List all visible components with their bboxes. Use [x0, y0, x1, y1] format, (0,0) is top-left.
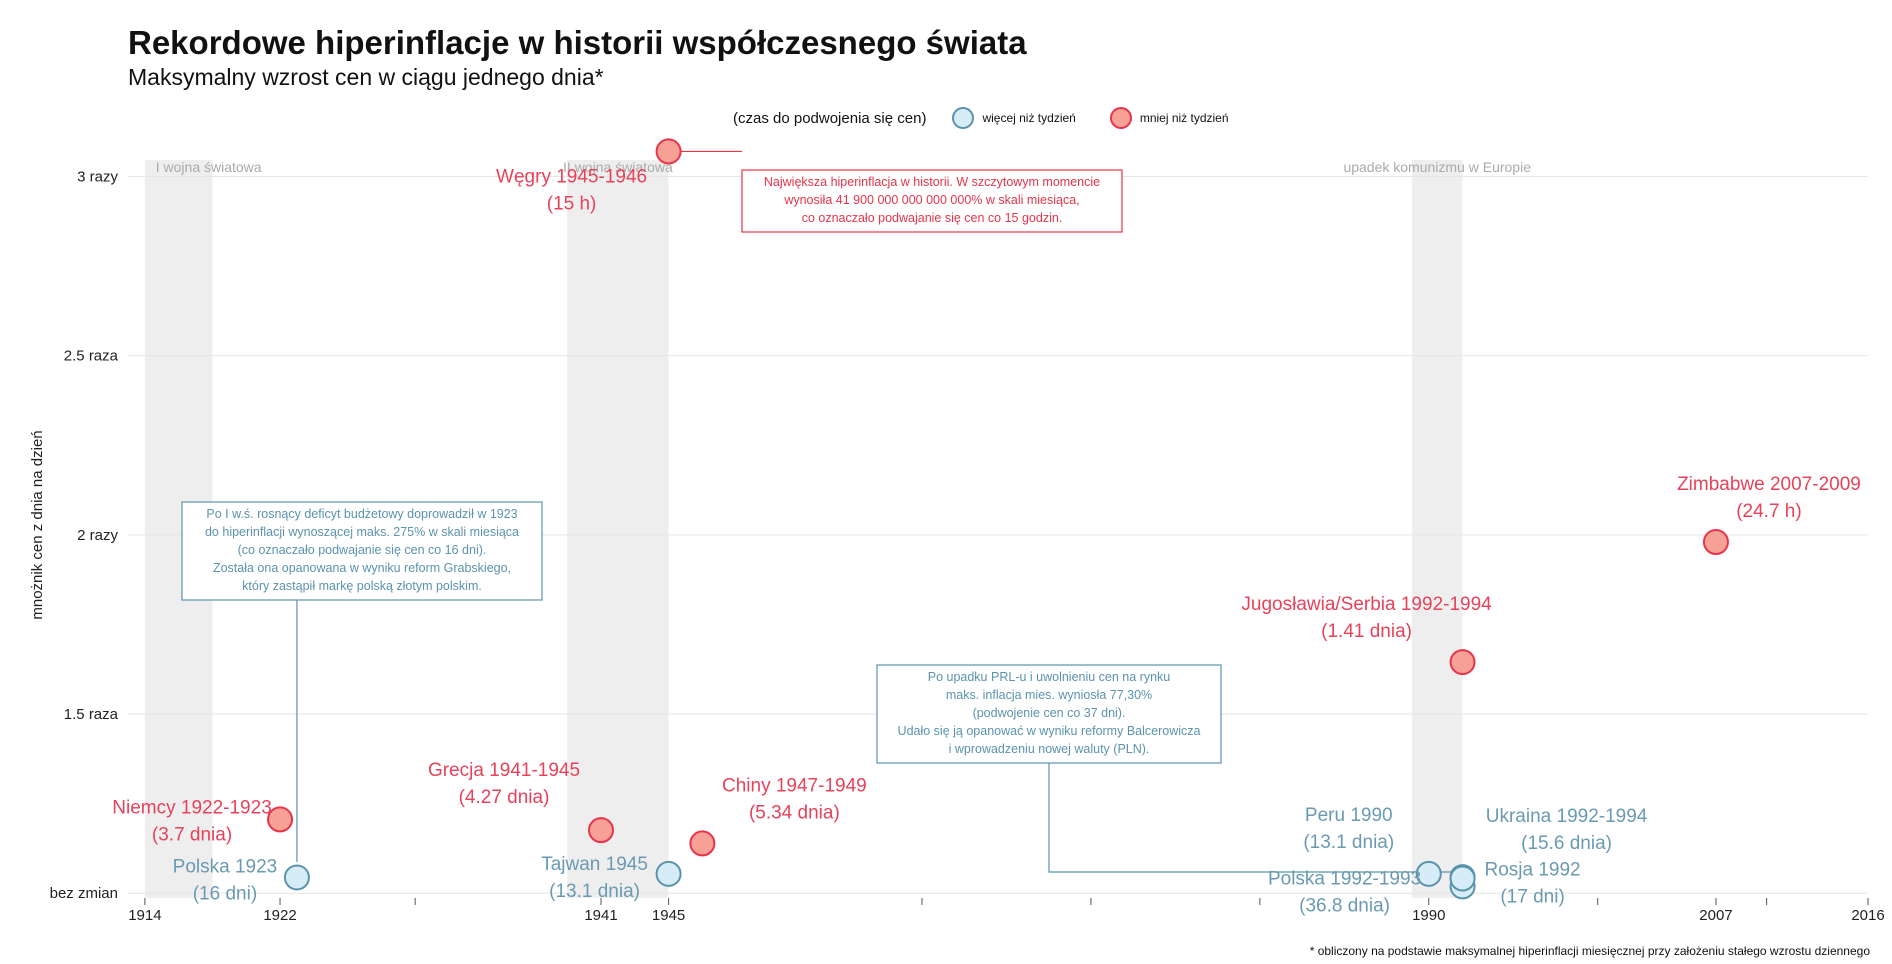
x-tick-label: 1990	[1412, 907, 1445, 924]
chart-title: Rekordowe hiperinflacje w historii współ…	[128, 24, 1027, 61]
point-label: Chiny 1947-1949	[722, 775, 867, 796]
y-tick-label: 2.5 raza	[64, 348, 119, 365]
point-label: Polska 1923	[173, 856, 278, 877]
x-tick-label: 1914	[128, 907, 161, 924]
x-tick-label: 1922	[263, 907, 296, 924]
y-tick-label: 2 razy	[77, 527, 118, 544]
era-label: I wojna światowa	[156, 159, 262, 175]
point-duration: (13.1 dnia)	[1303, 832, 1394, 853]
legend-key-less	[1109, 107, 1132, 129]
annotation-text: Po upadku PRL-u i uwolnieniu cen na rynk…	[928, 670, 1171, 684]
era-label: upadek komunizmu w Europie	[1343, 159, 1531, 175]
annotation-text: Została ona opanowana w wyniku reform Gr…	[213, 561, 511, 575]
data-point	[267, 806, 294, 833]
data-point	[1449, 865, 1476, 892]
point-duration: (4.27 dnia)	[459, 787, 550, 808]
data-point	[1415, 860, 1442, 887]
annotation-text: wynosiła 41 900 000 000 000 000% w skali…	[783, 193, 1079, 207]
legend-key-more	[952, 107, 975, 129]
point-label: Niemcy 1922-1923	[112, 797, 271, 818]
era-band	[1411, 160, 1463, 898]
data-point	[655, 860, 682, 887]
x-tick-label: 1941	[584, 907, 617, 924]
annotation-text: Największa hiperinflacja w historii. W s…	[764, 175, 1100, 189]
legend: (czas do podwojenia się cen) więcej niż …	[733, 106, 1263, 130]
point-label: Grecja 1941-1945	[428, 760, 580, 781]
y-tick-label: 3 razy	[77, 169, 118, 186]
annotation-text: Po I w.ś. rosnący deficyt budżetowy dopr…	[206, 507, 517, 521]
annotation-text: co oznaczało podwajanie się cen co 15 go…	[802, 211, 1063, 225]
point-label: Ukraina 1992-1994	[1486, 806, 1648, 827]
data-point	[655, 138, 682, 165]
chart-subtitle: Maksymalny wzrost cen w ciągu jednego dn…	[128, 64, 604, 90]
data-point	[1449, 649, 1476, 676]
annotation-text: maks. inflacja mies. wyniosła 77,30%	[946, 688, 1152, 702]
annotation-text: i wprowadzeniu nowej waluty (PLN).	[949, 742, 1150, 756]
data-point	[1702, 529, 1729, 556]
y-tick-label: bez zmian	[50, 885, 118, 902]
point-duration: (15 h)	[547, 193, 597, 214]
point-duration: (36.8 dnia)	[1299, 895, 1390, 916]
point-duration: (24.7 h)	[1736, 501, 1801, 522]
data-point	[689, 830, 716, 857]
x-tick-label: 1945	[652, 907, 685, 924]
point-duration: (15.6 dnia)	[1521, 833, 1612, 854]
legend-title: (czas do podwojenia się cen)	[733, 109, 927, 127]
point-label: Jugosławia/Serbia 1992-1994	[1241, 594, 1492, 615]
legend-label-more: więcej niż tydzień	[982, 111, 1076, 125]
annotation-text: do hiperinflacji wynoszącej maks. 275% w…	[205, 525, 519, 539]
point-label: Peru 1990	[1305, 805, 1393, 826]
point-label: Zimbabwe 2007-2009	[1677, 474, 1861, 495]
point-duration: (17 dni)	[1500, 887, 1564, 908]
point-label: Tajwan 1945	[541, 854, 648, 875]
annotation-text: Udało się ją opanować w wyniku reformy B…	[898, 724, 1201, 738]
era-label: II wojna światowa	[563, 159, 673, 175]
footnote: * obliczony na podstawie maksymalnej hip…	[1309, 944, 1870, 958]
y-tick-label: 1.5 raza	[64, 706, 119, 723]
point-label: Rosja 1992	[1485, 860, 1581, 881]
legend-label-less: mniej niż tydzień	[1139, 111, 1229, 125]
annotation-text: (podwojenie cen co 37 dni).	[973, 706, 1126, 720]
data-point	[588, 817, 615, 844]
era-band	[567, 160, 669, 898]
annotation-text: który zastąpił markę polską złotym polsk…	[242, 579, 482, 593]
y-axis-title: mnożnik cen z dnia na dzień	[29, 430, 46, 619]
x-tick-label: 2016	[1851, 907, 1884, 924]
point-duration: (13.1 dnia)	[549, 881, 640, 902]
point-duration: (5.34 dnia)	[749, 802, 840, 823]
annotation-connector	[1048, 763, 1453, 873]
point-label: Węgry 1945-1946	[496, 166, 647, 187]
point-duration: (16 dni)	[193, 883, 257, 904]
x-tick-label: 2007	[1699, 907, 1732, 924]
point-duration: (3.7 dnia)	[152, 824, 232, 845]
annotation-text: (co oznaczało podwajanie się cen co 16 d…	[238, 543, 487, 557]
point-label: Polska 1992-1993	[1268, 868, 1421, 889]
data-point	[283, 864, 310, 891]
annotation-box	[876, 664, 1222, 764]
annotation-box	[741, 169, 1123, 233]
annotation-box	[181, 501, 543, 601]
point-duration: (1.41 dnia)	[1321, 621, 1412, 642]
